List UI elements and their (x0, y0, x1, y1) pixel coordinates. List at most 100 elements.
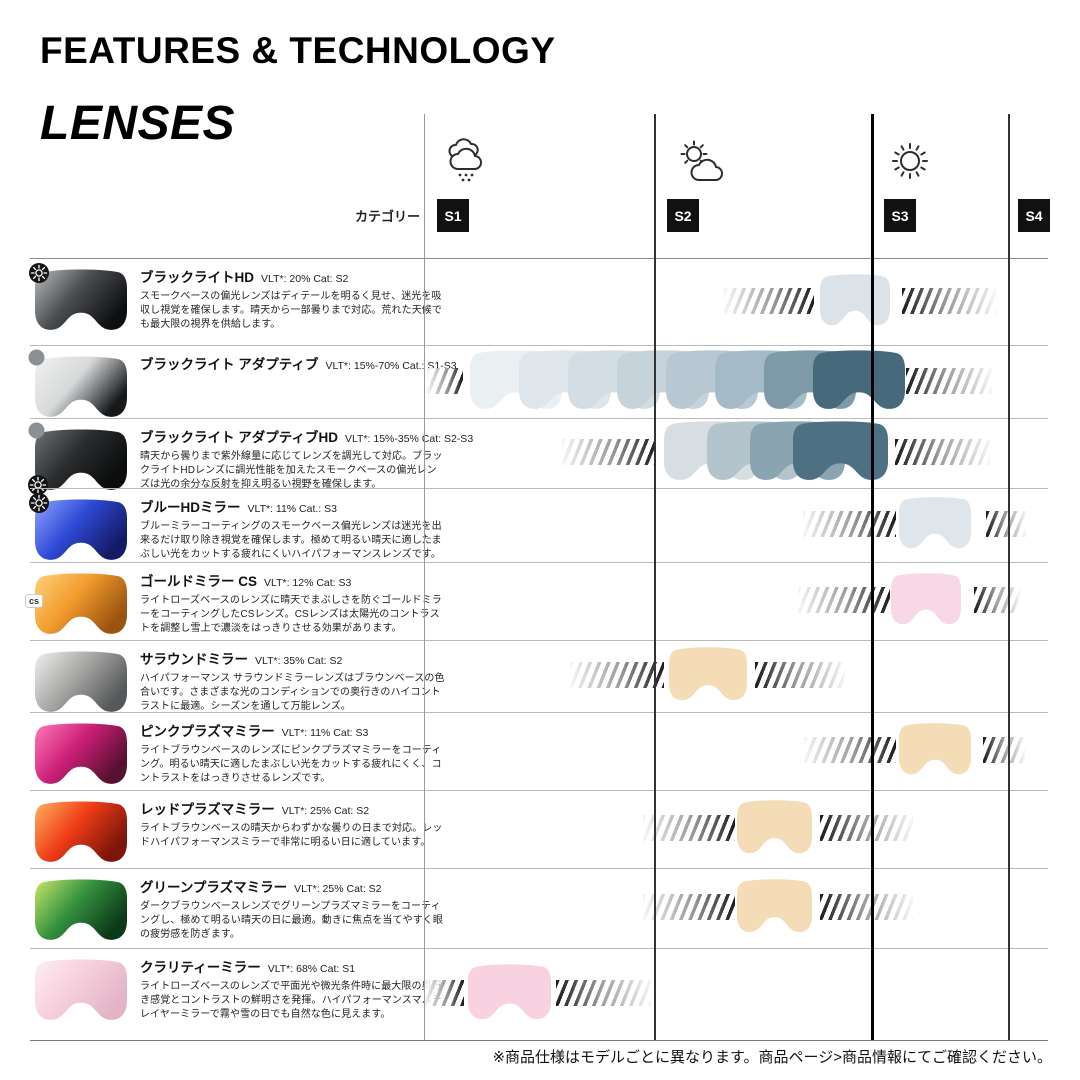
range-fade-out-hatch (895, 439, 990, 465)
lens-specs: VLT*: 11% Cat.: S3 (247, 503, 338, 515)
range-lens-icon (891, 573, 961, 625)
lens-name: クラリティーミラー (140, 960, 261, 975)
lens-specs: VLT*: 12% Cat: S3 (264, 577, 352, 589)
lens-description: 晴天から曇りまで紫外線量に応じてレンズを調光して対応。ブラックライトHDレンズに… (140, 451, 443, 490)
range-fade-in-hatch (643, 815, 735, 841)
lens-name: ピンクプラズマミラー (140, 724, 275, 739)
lens-name: サラウンドミラー (140, 652, 248, 667)
range-lens-icon (737, 800, 812, 854)
lens-range-chart (0, 640, 1048, 712)
lens-description: ライトブラウンベースの晴天からわずかな曇りの日まで対応。レッドハイパフォーマンス… (140, 823, 443, 848)
lens-thumbnail (29, 493, 127, 562)
sun-badge-icon (29, 263, 49, 283)
range-fade-in-hatch (427, 367, 463, 394)
lens-row-blacklight-hd: ブラックライトHD VLT*: 20% Cat: S2 スモークベースの偏光レンズ… (0, 258, 1048, 345)
lens-name: ブラックライト アダプティブ (140, 357, 319, 372)
sun-badge-icon (29, 493, 49, 513)
range-fade-out-hatch (906, 367, 992, 394)
category-label: カテゴリー (354, 209, 420, 224)
dot-badge-icon (28, 349, 45, 366)
lens-specs: VLT*: 11% Cat: S3 (281, 727, 369, 739)
range-fade-in-hatch (570, 662, 664, 688)
range-fade-in-hatch (798, 587, 890, 613)
range-lens-icon (737, 879, 812, 933)
lens-row-surround-mirror: サラウンドミラー VLT*: 35% Cat: S2 ハイパフォーマンス サラウン… (0, 640, 1048, 712)
lens-thumbnail (28, 422, 127, 495)
category-badge-s3: S3 (884, 199, 916, 232)
lens-row-clarity-mirror: クラリティーミラー VLT*: 68% Cat: S1 ライトローズベースのレンズ… (0, 948, 1048, 1040)
range-fade-out-hatch (556, 980, 651, 1006)
lens-row-gold-mirror-cs: cs ゴールドミラー CS VLT*: 12% Cat: S3 ライトローズベース… (0, 562, 1048, 640)
lens-thumbnail (35, 878, 127, 942)
lens-description: スモークベースの偏光レンズはディテールを明るく見せ、迷光を吸収し視覚を確保します… (140, 291, 442, 330)
lens-range-chart (0, 712, 1048, 790)
lens-range-chart (0, 418, 1048, 488)
section-title: LENSES (40, 97, 236, 150)
lens-row-red-plasma-mirror: レッドプラズマミラー VLT*: 25% Cat: S2 ライトブラウンベースの晴… (0, 790, 1048, 868)
lens-specs: VLT*: 15%-70% Cat.: S1-S3 (325, 360, 457, 372)
snow-cloud-icon (442, 136, 490, 189)
lens-name: ゴールドミラー CS (140, 574, 258, 589)
lens-specs: VLT*: 25% Cat: S2 (281, 805, 370, 817)
lens-name: グリーンプラズマミラー (140, 880, 288, 895)
lens-specs: VLT*: 35% Cat: S2 (255, 655, 343, 667)
range-fade-out-hatch (974, 587, 1020, 613)
range-lens-icon (820, 273, 890, 325)
lens-range-chart (0, 345, 1048, 418)
sun-icon (887, 138, 933, 189)
lens-row-blue-hd-mirror: ブルーHDミラー VLT*: 11% Cat.: S3 ブルーミラーコーティングの… (0, 488, 1048, 562)
range-fade-in-hatch (562, 439, 656, 465)
lens-description: ハイパフォーマンス サラウンドミラーレンズはブラウンベースの色合いです。さまざま… (140, 673, 445, 712)
lens-thumbnail (35, 958, 127, 1022)
range-fade-out-hatch (820, 894, 913, 920)
lens-description: ライトブラウンベースのレンズにピンクプラズマミラーをコーティング。明るい晴天に適… (140, 745, 442, 784)
range-fade-out-hatch (902, 287, 996, 314)
lens-thumbnail (28, 349, 127, 419)
range-fade-out-hatch (755, 662, 845, 688)
lens-row-blacklight-adaptive: ブラックライト アダプティブ VLT*: 15%-70% Cat.: S1-S3 (0, 345, 1048, 418)
range-fade-out-hatch (983, 737, 1025, 763)
range-fade-in-hatch (804, 737, 896, 763)
range-fade-out-hatch (986, 511, 1026, 537)
lens-name: ブルーHDミラー (140, 500, 241, 515)
page-title: FEATURES & TECHNOLOGY (40, 30, 556, 71)
range-fade-in-hatch (724, 287, 814, 314)
lens-name: レッドプラズマミラー (140, 802, 275, 817)
sun-cloud-icon (676, 140, 730, 189)
range-fade-in-hatch (643, 894, 735, 920)
lens-specs: VLT*: 20% Cat: S2 (261, 273, 349, 285)
lens-row-pink-plasma-mirror: ピンクプラズマミラー VLT*: 11% Cat: S3 ライトブラウンベースのレ… (0, 712, 1048, 790)
range-lens-icon (793, 421, 888, 480)
lens-name: ブラックライト アダプティブHD (140, 430, 338, 445)
range-fade-in-hatch (803, 511, 896, 537)
lens-range-chart (0, 258, 1048, 345)
range-fade-out-hatch (820, 815, 913, 841)
lens-range-chart (0, 488, 1048, 562)
range-lens-icon (468, 964, 551, 1020)
lens-description: ダークブラウンベースレンズでグリーンプラズマミラーをコーティングし、極めて明るい… (140, 901, 443, 940)
lens-description: ライトローズベースのレンズで平面光や微光条件時に最大限の奥行き感覚とコントラスト… (140, 981, 442, 1020)
lens-thumbnail (35, 650, 127, 714)
lens-description: ブルーミラーコーティングのスモークベース偏光レンズは迷光を出来るだけ取り除き視覚… (140, 521, 442, 560)
lens-specs: VLT*: 25% Cat: S2 (294, 883, 382, 895)
lens-specs: VLT*: 68% Cat: S1 (267, 963, 356, 975)
lens-range-chart (0, 868, 1048, 948)
lens-range-chart (0, 790, 1048, 868)
range-lens-icon (899, 723, 971, 775)
lens-description: ライトローズベースのレンズに晴天でまぶしさを防ぐゴールドミラーをコーティングした… (140, 595, 442, 634)
category-badge-s1: S1 (437, 199, 469, 232)
lens-row-blacklight-adaptive-hd: ブラックライト アダプティブHD VLT*: 15%-35% Cat: S2-S3… (0, 418, 1048, 495)
lens-range-chart (0, 562, 1048, 640)
lens-specs: VLT*: 15%-35% Cat: S2-S3 (344, 433, 474, 445)
dot-badge-icon (28, 422, 45, 439)
lens-range-chart (0, 948, 1048, 1040)
category-badge-s4: S4 (1018, 199, 1050, 232)
lens-thumbnail: cs (25, 572, 127, 636)
range-lens-icon (669, 647, 747, 701)
range-lens-icon (813, 349, 905, 409)
range-fade-in-hatch (424, 980, 464, 1006)
table-bottom-border (30, 1040, 1048, 1041)
category-badge-s2: S2 (667, 199, 699, 232)
range-lens-icon (899, 497, 971, 549)
